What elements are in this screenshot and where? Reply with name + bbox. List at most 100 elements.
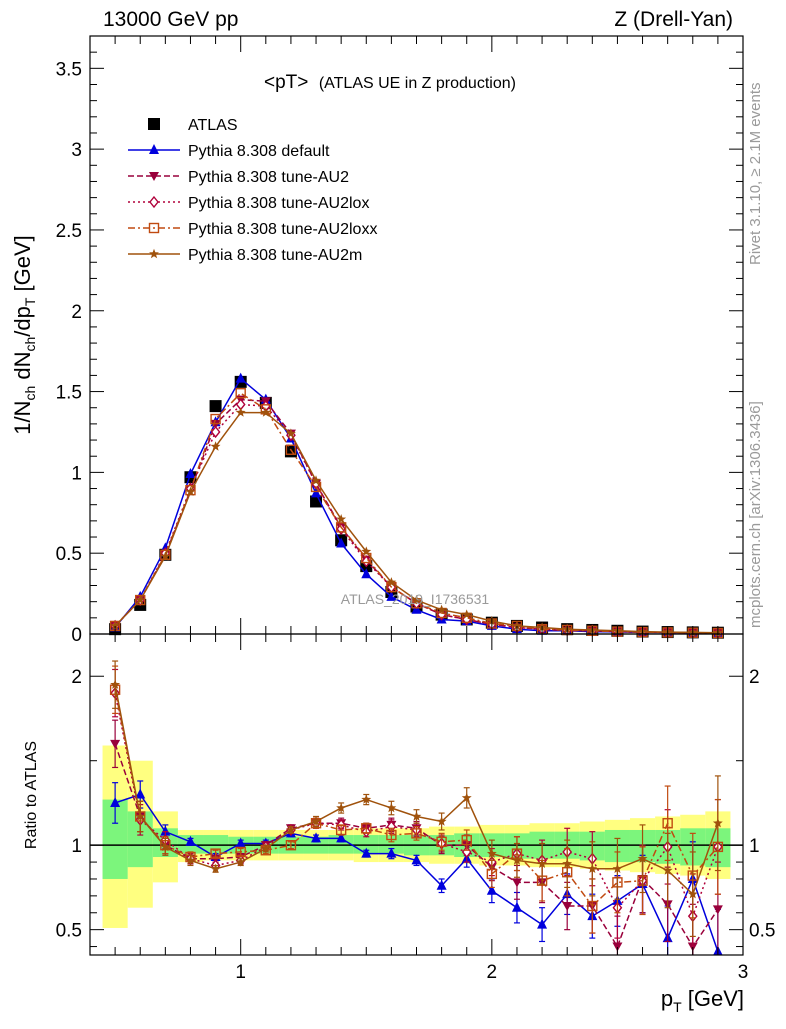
ratio-y-tick-label: 0.5 [56,921,82,942]
main-point-AU2m [210,441,221,451]
ratio-point-default [311,832,322,843]
main-point-AU2loxx [185,484,196,496]
ratio-band-inner [328,835,354,854]
legend-marker-default [149,144,159,154]
x-tick-label: 2 [487,962,498,983]
main-point-AU2m [286,428,296,438]
main-point-AU2m [185,486,196,496]
main-y-tick-label: 2 [71,302,82,323]
main-y-tick-label: 1 [71,463,82,484]
main-point-AU2m [336,514,347,524]
legend-label-AU2: Pythia 8.308 tune-AU2 [188,169,349,186]
ratio-point-AU2 [562,902,573,912]
ratio-point-AU2 [110,739,121,749]
ratio-point-AU2loxx [411,828,422,839]
ratio-point-AU2loxx [210,848,221,859]
legend-label-default: Pythia 8.308 default [188,143,330,160]
ratio-point-AU2m [336,802,347,813]
main-y-axis-label: 1/Nch dNch/dpT [GeV] [10,235,38,435]
ratio-point-AU2loxx [335,824,347,836]
ratio-point-default [486,884,497,895]
header-left: 13000 GeV pp [103,8,238,31]
mcplots-label: mcplots.cern.ch [arXiv:1306.3436] [747,401,764,628]
main-point-AU2loxx [335,522,347,533]
legend-marker-ATLAS [148,118,160,130]
ratio-point-default [336,832,347,843]
ratio-y-tick-label-right: 0.5 [749,921,775,942]
main-point-default [336,537,347,548]
ratio-point-default [411,854,422,865]
ratio-y-axis-label: Ratio to ATLAS [23,741,40,849]
ratio-series-AU2loxx [109,665,724,934]
legend-marker-AU2lox [149,195,159,209]
ratio-point-default [110,796,121,807]
ratio-point-AU2 [712,905,723,915]
ratio-point-AU2loxx [662,818,673,829]
ratio-point-AU2m [235,856,246,867]
ratio-line-AU2loxx [114,689,719,908]
ratio-point-default [235,837,246,848]
ratio-point-default [185,835,196,846]
ratio-point-AU2loxx [361,823,372,834]
ratio-y-tick-label: 1 [71,836,82,857]
legend-label-AU2loxx: Pythia 8.308 tune-AU2loxx [188,221,377,238]
ratio-point-AU2m [512,855,522,865]
ratio-point-AU2m [110,679,121,689]
main-y-tick-label: 1.5 [56,383,82,404]
legend-entry-default: Pythia 8.308 default [128,143,330,160]
main-y-tick-label: 0 [71,625,82,646]
main-y-tick-label: 3.5 [56,59,82,80]
ratio-point-AU2m [160,841,171,852]
ratio-band-inner [203,835,229,854]
main-point-AU2 [210,419,221,429]
legend-entry-AU2m: Pythia 8.308 tune-AU2m [128,247,362,264]
ratio-point-default [361,847,372,858]
legend-marker-AU2loxx [148,222,160,234]
main-point-AU2loxx [210,413,221,425]
ratio-y-tick-label-right: 1 [749,836,760,857]
ratio-point-default [436,879,447,890]
main-point-default [311,487,322,498]
plot-title-main: <pT> [264,72,308,93]
ratio-point-AU2m [537,858,547,868]
main-y-tick-label: 2.5 [56,221,82,242]
ratio-point-AU2m [486,848,497,858]
ratio-point-AU2loxx [587,900,598,912]
ratio-point-AU2m [436,816,447,826]
ratio-y-tick-label-right: 2 [749,667,760,688]
header-right: Z (Drell-Yan) [614,8,733,31]
ratio-point-AU2m [210,863,221,873]
ratio-point-AU2m [185,855,196,865]
ratio-band-inner [378,835,404,854]
ratio-point-AU2m [712,818,723,828]
ratio-point-AU2m [662,865,673,875]
ratio-point-AU2loxx [386,829,397,841]
main-point-AU2loxx [235,387,246,399]
ratio-point-default [135,788,146,799]
legend-label-AU2lox: Pythia 8.308 tune-AU2lox [188,195,369,212]
x-axis-label: pT [GeV] [661,986,744,1015]
main-point-AU2m [160,551,171,561]
ratio-line-AU2lox [114,692,719,919]
ratio-point-AU2m [311,816,321,826]
ratio-point-AU2loxx [436,836,447,848]
main-point-AU2m [135,594,146,605]
x-tick-label: 1 [235,962,246,983]
ratio-point-AU2m [411,811,422,821]
plot-title-sub: (ATLAS UE in Z production) [319,75,516,92]
ratio-point-default [386,847,397,858]
main-point-AU2m [110,620,121,631]
main-point-default [185,467,196,478]
legend-marker-AU2 [149,172,159,181]
ratio-point-AU2m [286,824,296,835]
main-point-AU2m [512,620,522,631]
ratio-point-AU2m [687,889,698,899]
ratio-point-AU2loxx [461,834,472,846]
analysis-watermark: ATLAS_2019_I1736531 [341,591,490,607]
ratio-point-default [511,901,522,912]
legend-entry-AU2: Pythia 8.308 tune-AU2 [128,169,349,186]
legend-marker-AU2m [149,248,159,259]
main-point-AU2m [260,407,271,417]
main-point-default [235,372,246,383]
